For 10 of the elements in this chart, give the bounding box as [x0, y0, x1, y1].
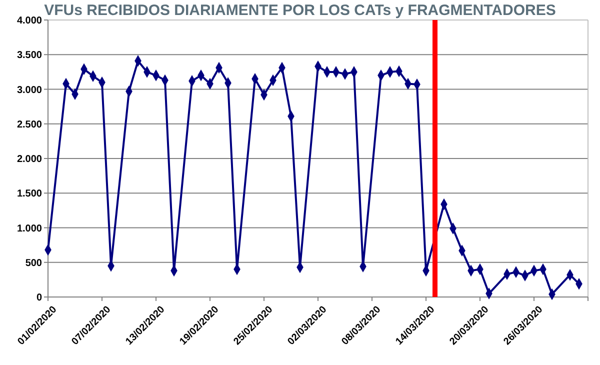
y-tick-label: 1.500: [16, 188, 42, 200]
y-tick-label: 3.000: [16, 84, 42, 96]
y-tick-label: 3.500: [16, 50, 42, 62]
chart-title: VFUs RECIBIDOS DIARIAMENTE POR LOS CATs y FRAGMENTADORES: [44, 2, 556, 19]
y-tick-label: 2.000: [16, 154, 42, 165]
y-tick-label: 2.500: [16, 119, 42, 130]
y-tick-label: 500: [25, 258, 42, 269]
y-tick-label: 0: [36, 292, 42, 304]
y-tick-label: 1.000: [16, 223, 42, 234]
y-tick-label: 4.000: [16, 16, 42, 26]
